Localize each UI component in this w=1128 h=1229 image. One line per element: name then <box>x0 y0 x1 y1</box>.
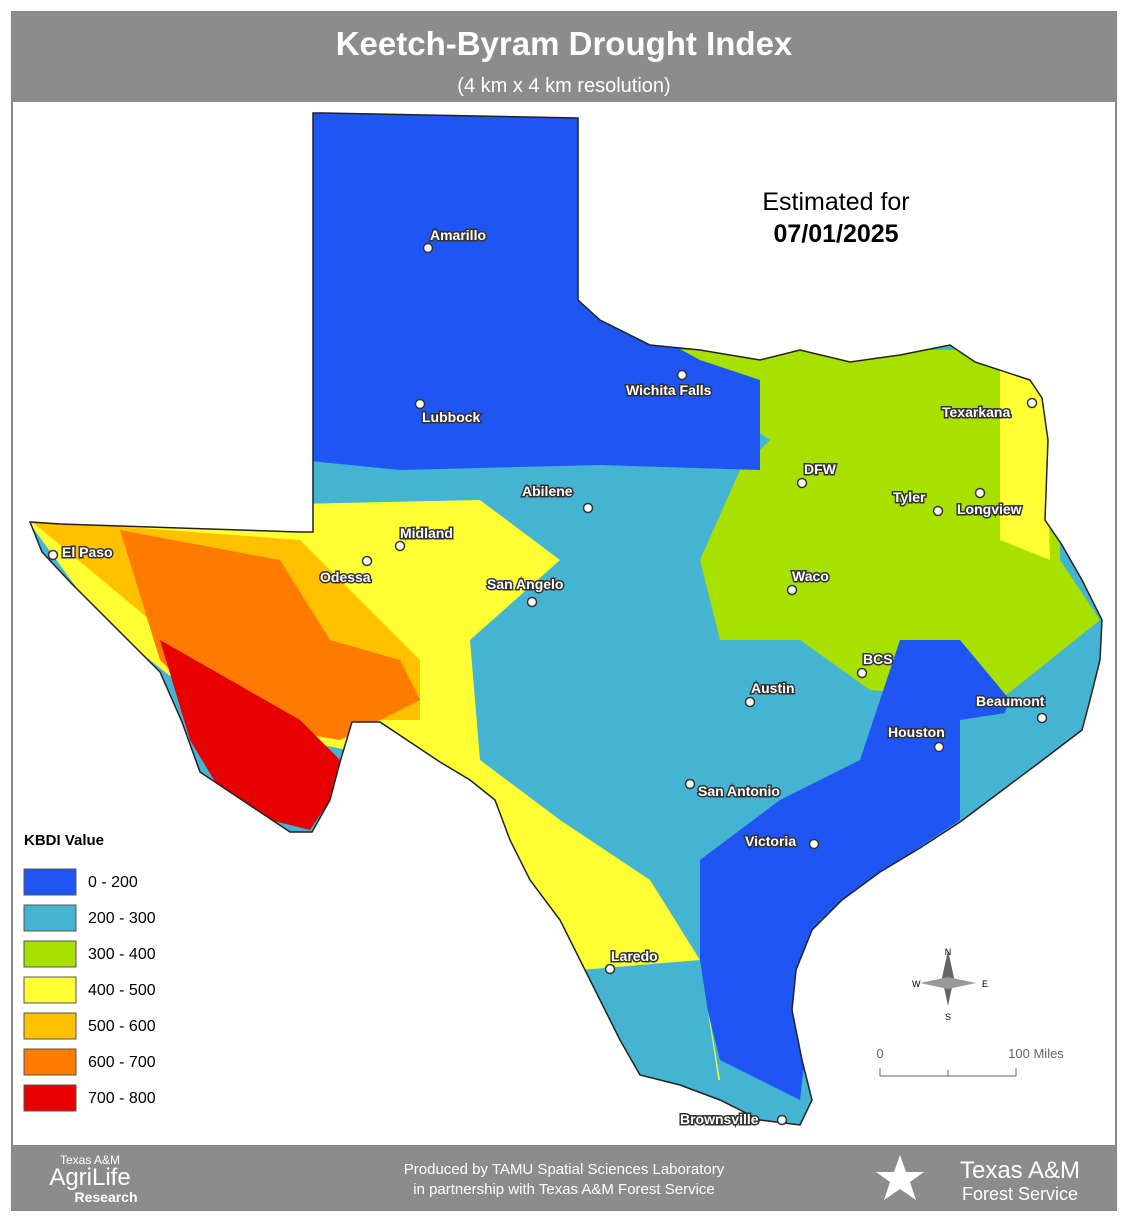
city-dot <box>582 502 594 514</box>
right-logo-2: Forest Service <box>962 1184 1078 1204</box>
legend-swatch <box>23 1012 77 1040</box>
credit-2: in partnership with Texas A&M Forest Ser… <box>413 1181 715 1198</box>
city-dot <box>744 696 756 708</box>
legend-swatch <box>23 868 77 896</box>
compass-w: W <box>912 979 921 989</box>
city-label: Texarkana <box>942 404 1010 420</box>
right-logo-1: Texas A&M <box>960 1157 1080 1184</box>
drought-zone <box>640 350 1100 700</box>
city-label: Longview <box>957 501 1022 517</box>
scale-start: 0 <box>876 1046 883 1061</box>
estimate-date: 07/01/2025 <box>773 220 898 248</box>
city-dot <box>414 398 426 410</box>
legend-label: 500 - 600 <box>88 1018 156 1035</box>
legend-title: KBDI Value <box>24 832 104 849</box>
title: Keetch-Byram Drought Index <box>336 25 793 62</box>
compass: N S E W <box>912 947 988 1022</box>
left-logo-1: Texas A&M <box>60 1153 120 1167</box>
city-dot <box>776 1114 788 1126</box>
city-dot <box>361 555 373 567</box>
city-label: Wichita Falls <box>626 382 712 398</box>
city-label: Beaumont <box>976 693 1045 709</box>
estimate-label: Estimated for <box>762 188 909 216</box>
drought-zone <box>700 640 1010 1100</box>
city-label: San Angelo <box>487 576 564 592</box>
city-dot <box>1026 397 1038 409</box>
city-dot <box>1036 712 1048 724</box>
city-label: Odessa <box>320 569 371 585</box>
header-bar <box>12 12 1116 102</box>
city-dot <box>856 667 868 679</box>
city-dot <box>796 477 808 489</box>
city-dot <box>808 838 820 850</box>
city-label: Amarillo <box>430 227 486 243</box>
city-dot <box>394 540 406 552</box>
city-dot <box>422 242 434 254</box>
city-label: Victoria <box>745 833 796 849</box>
footer-bar <box>12 1145 1116 1210</box>
drought-zone <box>580 960 720 1090</box>
city-dot <box>604 963 616 975</box>
legend-swatch <box>23 1084 77 1112</box>
city-label: Laredo <box>611 948 658 964</box>
city-label: Houston <box>888 724 945 740</box>
legend-swatch <box>23 1048 77 1076</box>
compass-s: S <box>945 1012 951 1022</box>
legend-swatch <box>23 904 77 932</box>
legend-label: 400 - 500 <box>88 982 156 999</box>
legend-label: 0 - 200 <box>88 874 138 891</box>
city-label: Waco <box>792 568 829 584</box>
scale-bar: 0 100 Miles <box>876 1046 1064 1077</box>
city-layer: Amarillo Wichita Falls Lubbock Texarkana DFW… <box>47 226 1048 1129</box>
city-dot <box>933 741 945 753</box>
legend-swatch <box>23 940 77 968</box>
city-dot <box>932 505 944 517</box>
city-label: Midland <box>400 525 453 541</box>
city-label: DFW <box>804 461 837 477</box>
legend: 0 - 200 200 - 300 300 - 400 400 - 500 500 - … <box>23 868 156 1112</box>
city-dot <box>676 369 688 381</box>
city-label: Tyler <box>893 489 926 505</box>
city-label: El Paso <box>62 544 113 560</box>
city-label: Abilene <box>522 483 573 499</box>
subtitle: (4 km x 4 km resolution) <box>457 75 670 97</box>
drought-zone <box>160 640 340 830</box>
city-label: Austin <box>751 680 795 696</box>
legend-label: 600 - 700 <box>88 1054 156 1071</box>
city-dot <box>47 549 59 561</box>
city-dot <box>974 487 986 499</box>
legend-label: 200 - 300 <box>88 910 156 927</box>
left-logo-2: AgriLife <box>49 1164 130 1191</box>
city-label: Brownsville <box>680 1111 759 1127</box>
compass-e: E <box>982 979 988 989</box>
city-dot <box>684 778 696 790</box>
drought-zone <box>1000 370 1050 560</box>
legend-label: 700 - 800 <box>88 1090 156 1107</box>
star-logo <box>876 1155 924 1200</box>
city-dot <box>786 584 798 596</box>
legend-swatch <box>23 976 77 1004</box>
drought-zone <box>300 113 760 470</box>
city-dot <box>526 596 538 608</box>
city-label: San Antonio <box>698 783 780 799</box>
city-label: BCS <box>863 651 893 667</box>
credit-1: Produced by TAMU Spatial Sciences Labora… <box>404 1161 725 1178</box>
left-logo-3: Research <box>74 1189 137 1205</box>
compass-n: N <box>945 947 952 957</box>
scale-end: 100 Miles <box>1008 1046 1064 1061</box>
legend-label: 300 - 400 <box>88 946 156 963</box>
city-label: Lubbock <box>422 409 481 425</box>
